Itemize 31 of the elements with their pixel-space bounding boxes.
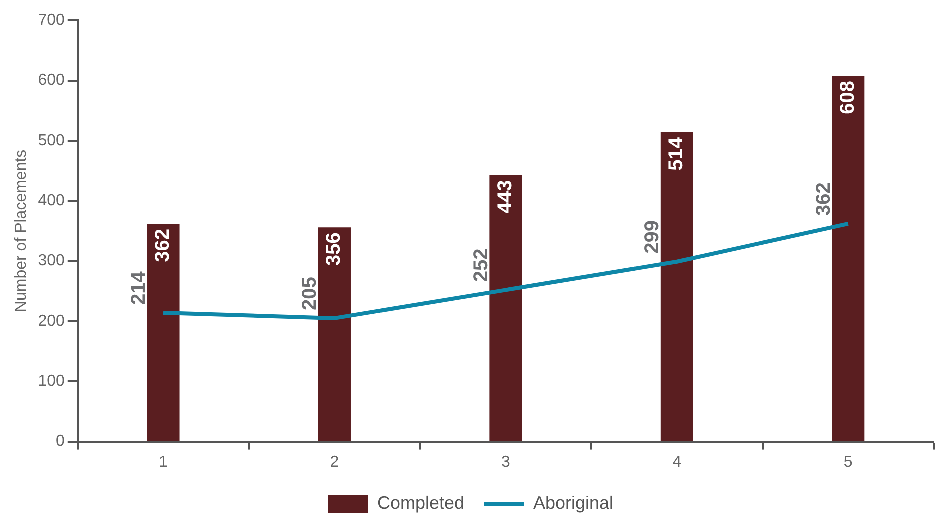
bar bbox=[490, 175, 522, 442]
y-tick-label: 100 bbox=[38, 373, 65, 390]
data-label: 205 bbox=[299, 277, 322, 310]
y-tick-label: 300 bbox=[38, 252, 65, 270]
data-label: 356 bbox=[323, 232, 346, 266]
data-label: 299 bbox=[642, 220, 664, 254]
x-tick-label: 2 bbox=[330, 454, 340, 471]
bar bbox=[660, 132, 694, 442]
x-tick-label: 1 bbox=[159, 454, 168, 471]
y-tick-label: 600 bbox=[38, 72, 65, 90]
data-label: 608 bbox=[836, 80, 859, 114]
data-label: 362 bbox=[152, 228, 174, 262]
y-tick-label: 400 bbox=[38, 192, 65, 210]
bar bbox=[147, 224, 180, 442]
bar bbox=[832, 76, 865, 442]
y-axis-title: Number of Placements bbox=[13, 150, 30, 313]
data-label: 443 bbox=[494, 180, 516, 214]
legend-label: Aboriginal bbox=[534, 492, 614, 513]
data-label: 514 bbox=[666, 136, 688, 171]
y-tick-label: 500 bbox=[38, 132, 65, 150]
data-label: 214 bbox=[128, 270, 150, 306]
y-tick-label: 200 bbox=[38, 312, 65, 330]
x-tick-label: 4 bbox=[672, 454, 682, 471]
y-tick-label: 700 bbox=[38, 12, 65, 30]
data-label: 362 bbox=[812, 182, 835, 216]
data-label: 252 bbox=[470, 248, 492, 282]
y-tick-label: 0 bbox=[56, 433, 65, 450]
bar bbox=[318, 228, 351, 442]
x-tick-label: 3 bbox=[501, 454, 510, 471]
legend-label: Completed bbox=[377, 492, 464, 513]
x-tick-label: 5 bbox=[844, 454, 853, 471]
